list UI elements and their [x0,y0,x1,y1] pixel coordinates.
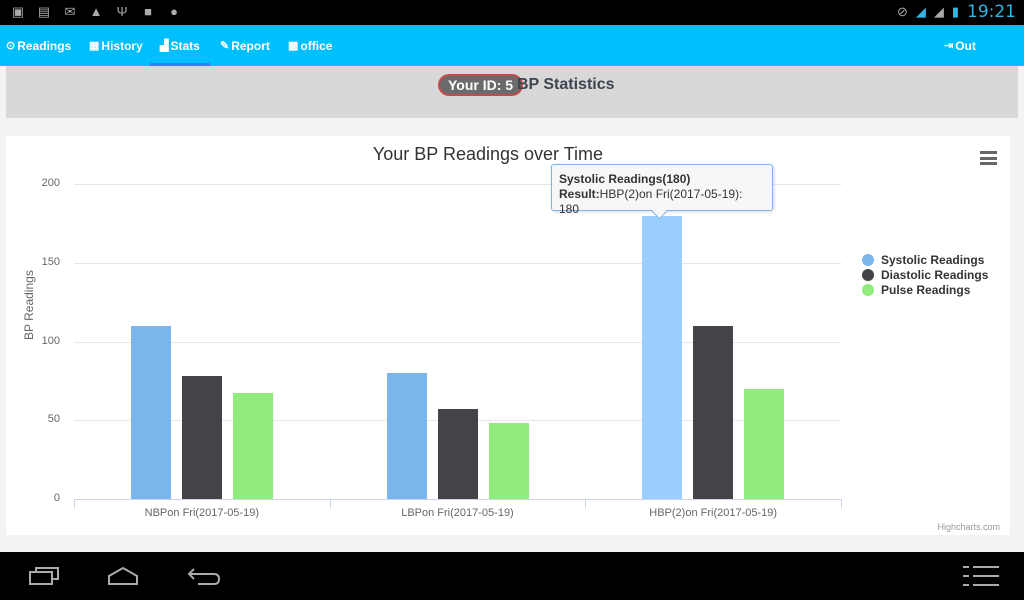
nav-readings[interactable]: ⊙ Readings [6,25,71,66]
highcharts-credits[interactable]: Highcharts.com [937,522,1000,532]
legend-label: Diastolic Readings [881,267,989,282]
battery-charging-icon: ▮ [951,4,959,19]
gallery-icon: ▣ [11,4,25,19]
page-header: Your ID: 5 BP Statistics [6,66,1018,118]
y-tick-label: 150 [41,255,60,268]
film-icon: ▦ [89,39,100,52]
menu-icon[interactable] [962,562,1000,590]
x-tick-mark [329,499,331,508]
y-tick-label: 100 [41,334,60,347]
nav-stats[interactable]: ▟ Stats [150,25,210,66]
chat-icon: ▤ [37,4,51,19]
legend-label: Pulse Readings [881,282,971,297]
bar-systolic[interactable] [642,215,683,499]
nav-label: Readings [17,38,72,53]
x-tick-label: LBPon Fri(2017-05-19) [401,507,514,519]
x-axis-line [74,499,841,500]
bar-diastolic[interactable] [181,376,222,499]
usb-icon: Ψ [116,4,128,19]
legend-dot [862,283,874,296]
x-tick-label: NBPon Fri(2017-05-19) [144,507,259,519]
lock-icon: ■ [144,4,152,19]
x-tick-mark [841,499,842,508]
nav-history[interactable]: ▦ History [89,25,143,66]
y-tick-label: 50 [47,413,60,426]
tooltip-value: HBP(2)on Fri(2017-05-19): 180 [559,187,743,216]
chart-legend: Systolic Readings Diastolic Readings Pul… [862,252,988,297]
bar-diastolic[interactable] [437,409,478,499]
legend-dot [862,253,874,266]
bar-pulse[interactable] [232,393,273,499]
y-axis-label: BP Readings [22,270,36,340]
gridline [74,262,841,264]
back-icon[interactable] [184,562,224,590]
page-title: BP Statistics [517,76,615,93]
nav-report[interactable]: ✎ Report [220,25,270,66]
signal-h-icon: ◢ [915,4,926,19]
pencil-icon: ✎ [220,39,230,52]
nav-label: Report [231,38,270,53]
gridline [74,341,841,343]
legend-label: Systolic Readings [881,252,985,267]
gift-icon: ▩ [288,39,299,52]
bar-systolic[interactable] [130,325,171,499]
nav-label: office [300,38,333,53]
bar-chart-icon: ▟ [160,39,169,52]
top-navbar: ⊙ Readings ▦ History ▟ Stats ✎ Report ▩ … [0,25,1024,66]
android-icon: ● [170,4,178,19]
gridline [74,184,841,185]
legend-dot [862,268,874,281]
logout-label: Out [955,38,976,53]
x-tick-mark [74,499,75,508]
chart-tooltip: Systolic Readings(180) Result:HBP(2)on F… [551,164,773,216]
bar-pulse[interactable] [744,388,785,499]
y-tick-label: 0 [53,492,60,504]
tooltip-title: Systolic Readings(180) [559,172,691,186]
y-tick-label: 200 [41,177,60,189]
home-icon[interactable] [105,562,141,590]
gmail-icon: ✉ [64,4,76,19]
chart-menu-icon[interactable] [980,151,997,165]
tooltip-body: Result:HBP(2)on Fri(2017-05-19): 180 [559,187,765,217]
signal-icon: ◢ [933,4,944,19]
x-tick-mark [585,499,587,508]
warning-icon: ▲ [89,4,103,19]
dashboard-icon: ⊙ [6,39,16,52]
user-id-badge: Your ID: 5 [438,74,524,96]
logout-button[interactable]: ⇥ Out [944,25,976,66]
tooltip-label: Result: [559,187,600,201]
bar-diastolic[interactable] [693,325,734,499]
legend-pulse[interactable]: Pulse Readings [862,282,988,297]
system-navbar [0,552,1024,600]
nav-label: Stats [170,38,200,53]
status-bar: ▣ ▤ ✉ ▲ Ψ ■ ● ⊘ ◢ ◢ ▮ 19:21 [0,0,1024,25]
nav-office[interactable]: ▩ office [288,25,332,66]
chart-title: Your BP Readings over Time [372,144,604,164]
nav-label: History [101,38,143,53]
mute-icon: ⊘ [896,4,908,19]
bar-pulse[interactable] [488,423,529,499]
bar-systolic[interactable] [386,373,427,499]
legend-systolic[interactable]: Systolic Readings [862,252,988,267]
recent-apps-icon[interactable] [26,562,62,590]
legend-diastolic[interactable]: Diastolic Readings [862,267,988,282]
clock: 19:21 [967,2,1016,22]
logout-icon: ⇥ [944,39,954,52]
x-tick-label: HBP(2)on Fri(2017-05-19) [649,507,778,519]
